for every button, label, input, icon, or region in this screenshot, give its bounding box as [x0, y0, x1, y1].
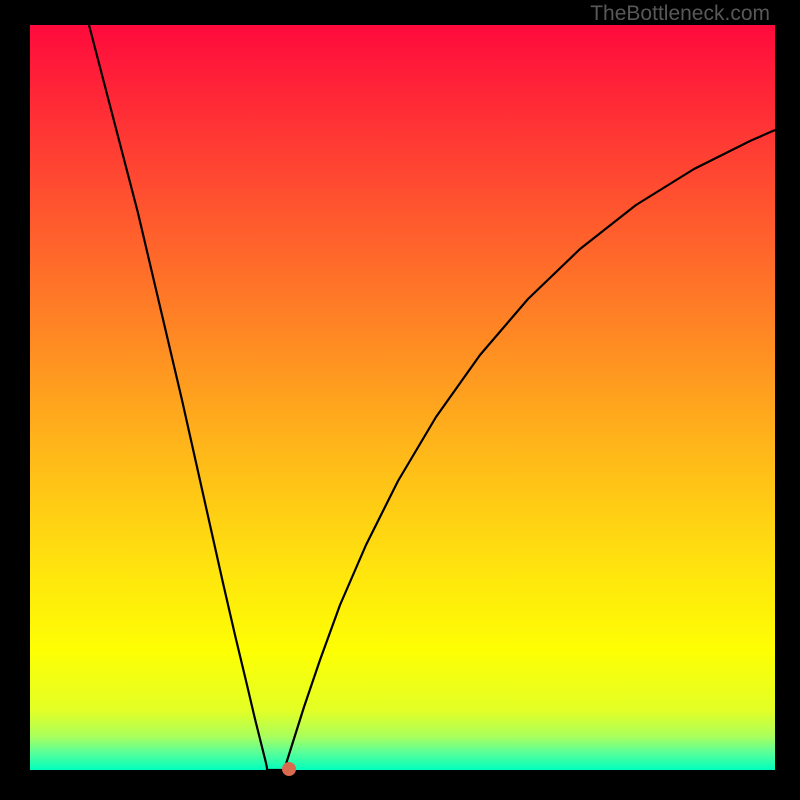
curve-path — [89, 25, 775, 770]
current-position-marker — [282, 762, 296, 776]
watermark-text: TheBottleneck.com — [590, 2, 770, 26]
chart-plot-area — [30, 25, 775, 770]
bottleneck-curve — [30, 25, 775, 770]
